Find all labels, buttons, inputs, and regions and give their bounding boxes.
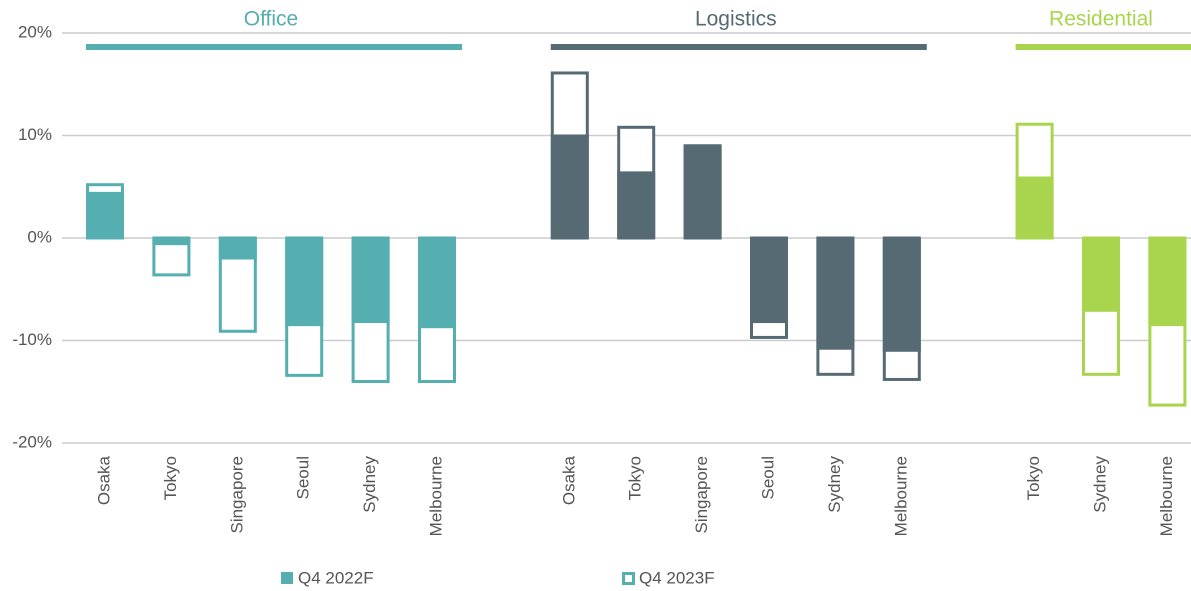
bar: [882, 238, 921, 352]
group-title: Logistics: [695, 8, 777, 31]
bar: [750, 238, 788, 324]
x-tick-label: Tokyo: [1024, 456, 1043, 500]
y-tick-label: 20%: [18, 22, 52, 41]
x-tick-label: Melbourne: [891, 456, 910, 536]
x-tick-label: Osaka: [94, 455, 113, 505]
x-tick-label: Sydney: [360, 456, 379, 513]
bar: [550, 134, 589, 238]
x-tick-label: Singapore: [692, 456, 711, 534]
bar: [1082, 238, 1120, 312]
y-tick-label: -10%: [12, 330, 52, 349]
group-title: Residential: [1049, 8, 1153, 31]
x-tick-label: Seoul: [294, 456, 313, 499]
legend-label: Q4 2023F: [639, 568, 715, 587]
bar: [285, 238, 324, 327]
x-tick-label: Singapore: [227, 456, 246, 534]
x-tick-label: Tokyo: [161, 456, 180, 500]
bar: [617, 171, 656, 238]
x-tick-label: Tokyo: [626, 456, 645, 500]
y-tick-label: 10%: [18, 125, 52, 144]
legend-swatch: [281, 572, 293, 584]
bar: [152, 238, 191, 246]
bar: [1148, 238, 1187, 327]
group-title: Office: [244, 8, 298, 31]
bar: [816, 238, 855, 350]
bar: [218, 238, 257, 260]
x-tick-label: Sydney: [825, 456, 844, 513]
x-tick-label: Seoul: [758, 456, 777, 499]
legend-label: Q4 2022F: [298, 568, 374, 587]
y-tick-label: -20%: [12, 432, 52, 451]
bar: [418, 238, 456, 329]
legend-swatch: [622, 572, 635, 585]
y-tick-label: 0%: [27, 227, 52, 246]
x-tick-label: Melbourne: [1157, 456, 1176, 536]
x-tick-label: Sydney: [1090, 456, 1109, 513]
bar: [683, 145, 722, 238]
bar: [351, 238, 390, 324]
bar: [1015, 176, 1054, 238]
x-tick-label: Osaka: [559, 455, 578, 505]
bar: [86, 191, 124, 238]
x-tick-label: Melbourne: [426, 456, 445, 536]
